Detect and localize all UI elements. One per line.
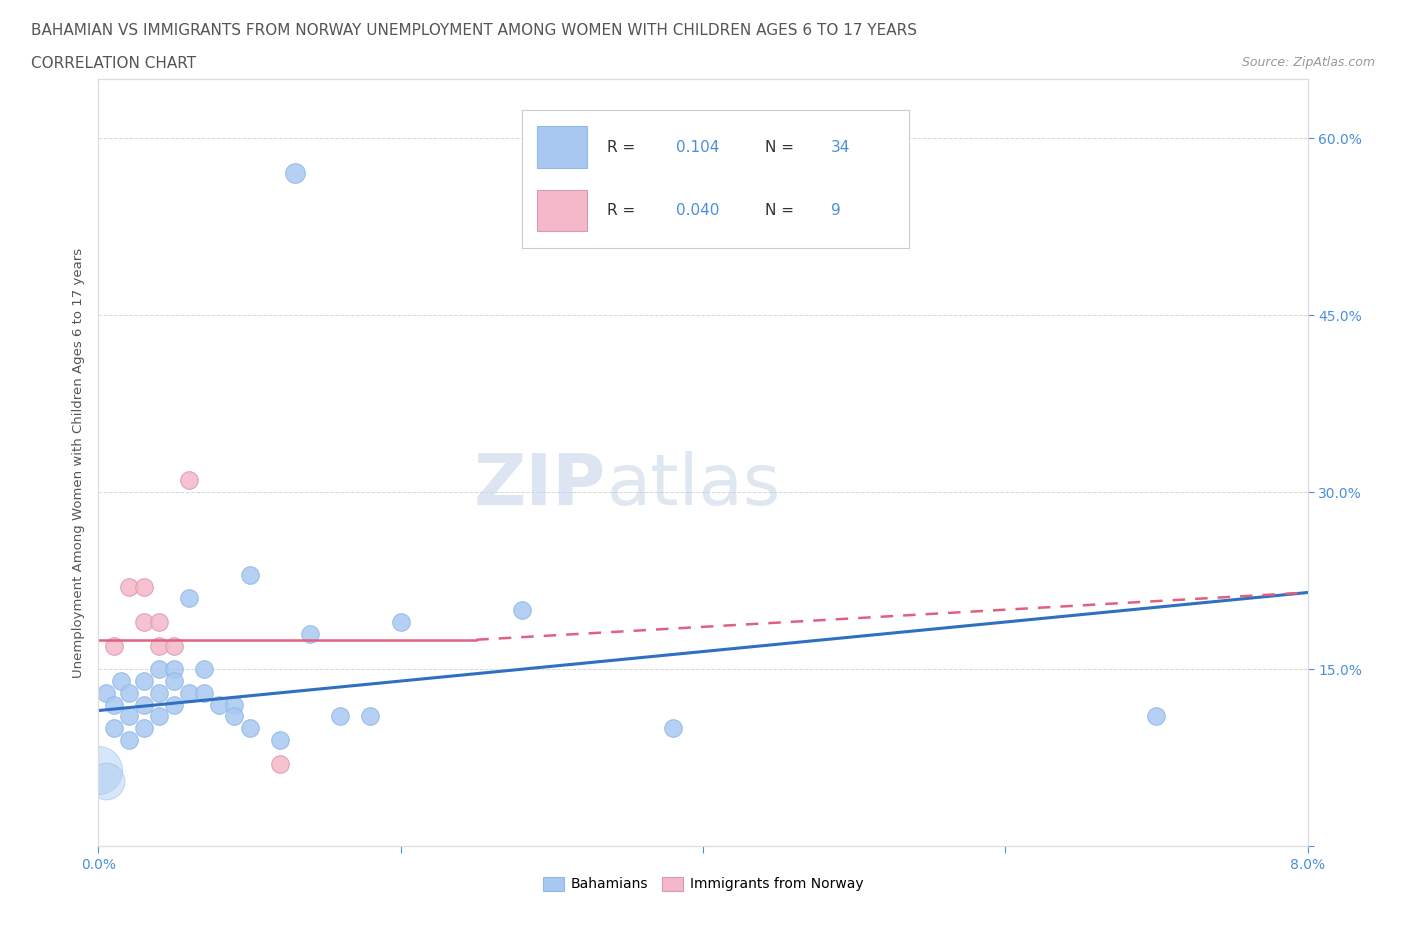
Point [118,709,141,724]
Point [269,756,291,771]
Point [208,698,231,712]
Point [148,709,170,724]
Point [389,615,412,630]
Point [118,733,141,748]
Point [132,673,155,688]
Point [132,579,155,594]
Point [163,662,186,677]
Point [148,638,170,653]
Point [224,698,246,712]
Point [118,579,141,594]
Point [1146,709,1168,724]
Point [103,721,125,736]
Point [179,473,201,488]
Point [87,763,110,777]
Point [148,662,170,677]
Point [103,698,125,712]
Text: CORRELATION CHART: CORRELATION CHART [31,56,195,71]
Point [118,685,141,700]
Point [110,673,132,688]
Text: BAHAMIAN VS IMMIGRANTS FROM NORWAY UNEMPLOYMENT AMONG WOMEN WITH CHILDREN AGES 6: BAHAMIAN VS IMMIGRANTS FROM NORWAY UNEMP… [31,23,917,38]
Point [163,673,186,688]
Point [284,166,307,181]
Point [94,685,117,700]
Point [163,698,186,712]
Point [132,698,155,712]
Point [662,721,685,736]
Point [510,603,533,618]
Text: ZIP: ZIP [474,451,606,520]
Point [329,709,352,724]
Point [148,615,170,630]
Point [179,591,201,605]
Point [163,638,186,653]
Text: Source: ZipAtlas.com: Source: ZipAtlas.com [1241,56,1375,69]
Point [299,627,322,642]
Point [132,721,155,736]
Legend: Bahamians, Immigrants from Norway: Bahamians, Immigrants from Norway [537,871,869,897]
Point [239,567,262,582]
Text: atlas: atlas [606,451,780,520]
Point [269,733,291,748]
Point [148,685,170,700]
Point [132,615,155,630]
Point [193,662,215,677]
Point [179,685,201,700]
Point [224,709,246,724]
Point [193,685,215,700]
Point [239,721,262,736]
Point [360,709,382,724]
Y-axis label: Unemployment Among Women with Children Ages 6 to 17 years: Unemployment Among Women with Children A… [72,247,86,678]
Point [94,774,117,789]
Point [103,638,125,653]
